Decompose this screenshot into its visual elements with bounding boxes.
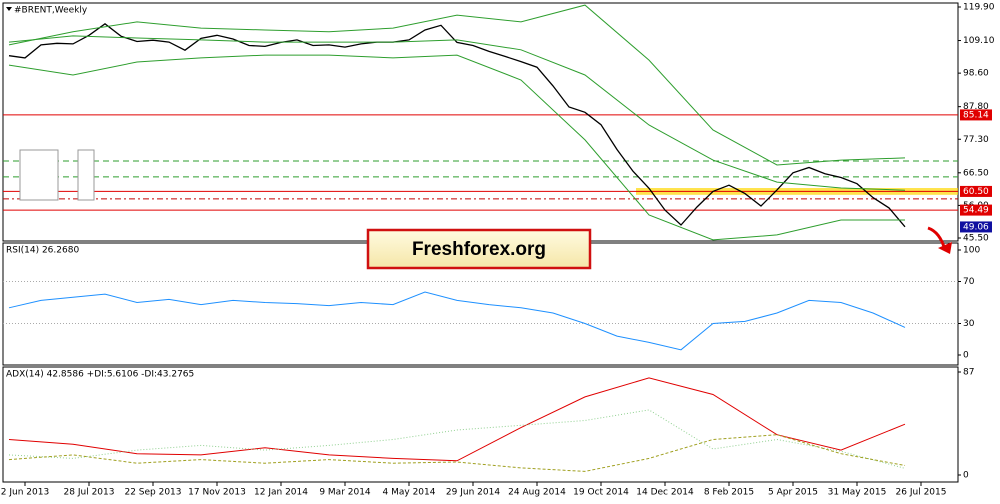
watermark: Freshforex.org	[366, 228, 592, 270]
x-tick-label: 17 Nov 2013	[188, 488, 246, 498]
series-line	[8, 291, 906, 351]
level-tag-label: 54.49	[963, 206, 989, 216]
x-tick-label: 28 Jul 2013	[64, 488, 115, 498]
series-line	[8, 35, 906, 191]
level-tag-label: 49.06	[963, 222, 989, 232]
series-line	[8, 4, 906, 166]
y-tick-label: 100	[963, 246, 980, 256]
x-tick-label: 2 Jun 2013	[1, 488, 49, 498]
pane: 119.90109.1098.6087.8077.3066.5056.0045.…	[2, 2, 995, 244]
x-tick-label: 31 May 2015	[828, 488, 887, 498]
y-tick-label: 119.90	[963, 3, 995, 13]
y-tick-label: 98.60	[963, 69, 989, 79]
plot-area	[3, 281, 958, 351]
level-tag-label: 60.50	[963, 187, 989, 197]
pane-title: #BRENT,Weekly	[14, 6, 88, 16]
y-tick-label: 109.10	[963, 36, 995, 46]
series-line	[8, 54, 905, 241]
pane-frame	[2, 366, 959, 483]
x-tick-label: 4 May 2014	[383, 488, 436, 498]
y-tick-label: 0	[963, 351, 969, 361]
pane: 0 87 ADX(14) 42.8586 +DI:5.6106 -DI:43.276…	[1, 366, 974, 498]
watermark-text: Freshforex.org	[412, 239, 546, 260]
series-line	[8, 434, 906, 472]
x-tick-label: 9 Mar 2014	[319, 488, 371, 498]
level-tag	[960, 109, 992, 121]
y-tick-label: 45.50	[963, 234, 989, 244]
series-line	[8, 377, 906, 462]
level-tag	[960, 221, 992, 233]
x-tick-label: 12 Jan 2014	[254, 488, 308, 498]
series-line	[8, 22, 906, 228]
series-line	[8, 409, 906, 469]
y-tick-label: 87.80	[963, 102, 989, 112]
y-tick-label: 70	[963, 277, 975, 287]
x-tick-label: 29 Jun 2014	[446, 488, 500, 498]
x-tick-label: 14 Dec 2014	[636, 488, 694, 498]
x-tick-label: 19 Oct 2014	[573, 488, 629, 498]
x-tick-label: 22 Sep 2013	[124, 488, 181, 498]
y-tick-label: 87	[963, 368, 974, 378]
plot-area	[8, 377, 906, 472]
y-tick-label: 77.30	[963, 135, 989, 145]
pane-title: ADX(14) 42.8586 +DI:5.6106 -DI:43.2765	[6, 370, 194, 380]
arrow-head	[938, 242, 952, 254]
x-tick-label: 26 Jul 2015	[896, 488, 947, 498]
pane-title: RSI(14) 26.2680	[6, 246, 79, 256]
object-labels	[19, 149, 95, 201]
y-tick-label: 30	[963, 319, 975, 329]
pane-frame	[2, 2, 959, 242]
title-icon	[6, 7, 12, 11]
x-tick-label: 24 Aug 2014	[508, 488, 566, 498]
level-tag	[960, 204, 992, 216]
y-tick-label: 66.50	[963, 168, 989, 178]
level-tag-label: 85.14	[963, 110, 989, 120]
x-tick-label: 8 Feb 2015	[704, 488, 754, 498]
x-tick-label: 5 Apr 2015	[768, 488, 818, 498]
y-tick-label: 0	[963, 471, 969, 481]
plot-area	[3, 4, 958, 241]
level-tag	[960, 185, 992, 197]
